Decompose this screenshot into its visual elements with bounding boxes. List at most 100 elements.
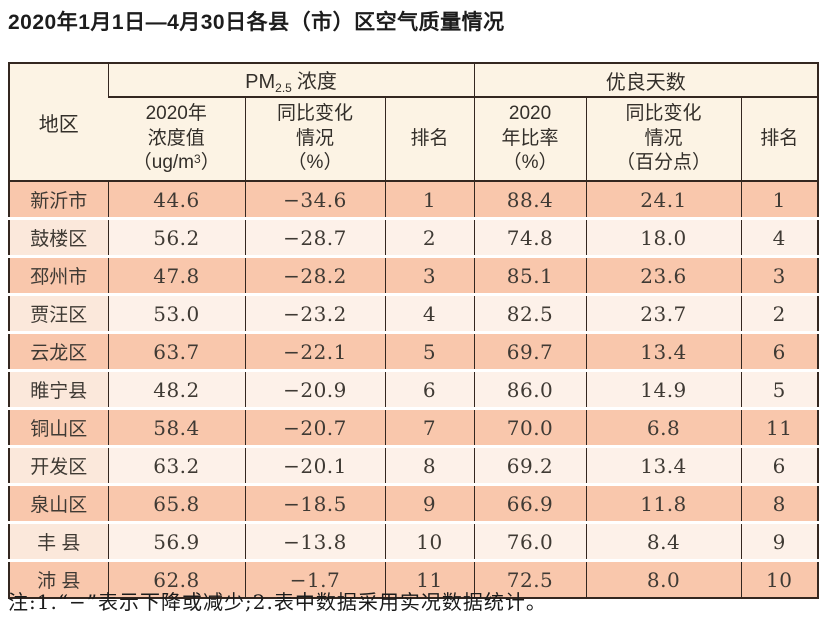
pm-change-cell: −1.7 xyxy=(244,559,385,598)
header-pm-change: 同比变化 情况 （%） xyxy=(244,97,385,182)
good-change-cell: 18.0 xyxy=(585,217,742,257)
region-cell: 新沂市 xyxy=(9,181,108,219)
pm-value-cell: 47.8 xyxy=(107,255,245,295)
table-row: 邳州市 47.8 −28.2 3 85.1 23.6 3 xyxy=(9,255,819,295)
pm-change-cell: −20.9 xyxy=(244,369,385,409)
header-good-ratio: 2020 年比率 （%） xyxy=(473,97,587,182)
pm-value-cell: 65.8 xyxy=(107,483,245,523)
header-pm-value-line2: 浓度值 xyxy=(147,127,205,149)
pm-rank-cell: 2 xyxy=(384,217,475,257)
good-ratio-cell: 85.1 xyxy=(473,255,587,295)
table-row: 开发区 63.2 −20.1 8 69.2 13.4 6 xyxy=(9,445,819,485)
table-row: 睢宁县 48.2 −20.9 6 86.0 14.9 5 xyxy=(9,369,819,409)
good-ratio-cell: 76.0 xyxy=(473,521,587,561)
header-pm-value: 2020年 浓度值 （ug/m3） xyxy=(108,97,245,182)
header-good-change-line3: （百分点） xyxy=(616,152,712,174)
good-change-cell: 24.1 xyxy=(585,181,742,219)
good-rank-cell: 1 xyxy=(740,181,819,219)
pm-change-cell: −28.2 xyxy=(244,255,385,295)
region-cell: 沛 县 xyxy=(9,559,108,598)
good-rank-cell: 3 xyxy=(740,255,819,295)
header-good-change-line2: 情况 xyxy=(644,127,683,149)
region-cell: 睢宁县 xyxy=(9,369,108,409)
pm-rank-cell: 4 xyxy=(384,293,475,333)
table-row: 沛 县 62.8 −1.7 11 72.5 8.0 10 xyxy=(9,559,819,598)
region-cell: 泉山区 xyxy=(9,483,108,523)
region-cell: 丰 县 xyxy=(9,521,108,561)
good-change-cell: 23.6 xyxy=(585,255,742,295)
table-row: 贾汪区 53.0 −23.2 4 82.5 23.7 2 xyxy=(9,293,819,333)
table-header: 地区 PM2.5 浓度 优良天数 2020年 浓度值 （ug/m3） 同比变化 情… xyxy=(9,63,819,182)
pm-rank-cell: 8 xyxy=(384,445,475,485)
good-change-cell: 23.7 xyxy=(585,293,742,333)
header-good-ratio-line1: 2020 xyxy=(508,102,552,124)
good-change-cell: 13.4 xyxy=(585,331,742,371)
pm-value-cell: 63.7 xyxy=(107,331,245,371)
good-rank-cell: 6 xyxy=(740,445,819,485)
header-good-days-group: 优良天数 xyxy=(473,63,819,98)
pm-change-cell: −22.1 xyxy=(244,331,385,371)
header-good-change: 同比变化 情况 （百分点） xyxy=(585,97,742,182)
pm-label-suffix: 浓度 xyxy=(296,71,337,93)
header-region: 地区 xyxy=(9,63,108,182)
good-rank-cell: 8 xyxy=(740,483,819,523)
pm-change-cell: −20.7 xyxy=(244,407,385,447)
header-pm25-group: PM2.5 浓度 xyxy=(107,63,475,98)
pm-change-cell: −18.5 xyxy=(244,483,385,523)
table-row: 鼓楼区 56.2 −28.7 2 74.8 18.0 4 xyxy=(9,217,819,257)
header-pm-value-unit-close: ） xyxy=(200,152,220,174)
header-good-ratio-line2: 年比率 xyxy=(501,127,559,149)
good-change-cell: 13.4 xyxy=(585,445,742,485)
header-group-row: 地区 PM2.5 浓度 优良天数 xyxy=(9,63,819,182)
pm-rank-cell: 1 xyxy=(384,181,475,219)
pm-change-cell: −23.2 xyxy=(244,293,385,333)
good-change-cell: 14.9 xyxy=(585,369,742,409)
header-pm-rank: 排名 xyxy=(384,97,475,182)
pm-change-cell: −13.8 xyxy=(244,521,385,561)
header-good-rank: 排名 xyxy=(740,97,819,182)
region-cell: 铜山区 xyxy=(9,407,108,447)
good-ratio-cell: 86.0 xyxy=(473,369,587,409)
region-cell: 鼓楼区 xyxy=(9,217,108,257)
good-rank-cell: 4 xyxy=(740,217,819,257)
good-rank-cell: 10 xyxy=(740,559,819,598)
good-ratio-cell: 72.5 xyxy=(473,559,587,598)
good-ratio-cell: 69.7 xyxy=(473,331,587,371)
good-ratio-cell: 66.9 xyxy=(473,483,587,523)
header-pm-change-line2: 情况 xyxy=(295,127,334,149)
good-rank-cell: 11 xyxy=(740,407,819,447)
table-row: 新沂市 44.6 −34.6 1 88.4 24.1 1 xyxy=(9,181,819,219)
pm-value-cell: 58.4 xyxy=(107,407,245,447)
good-ratio-cell: 88.4 xyxy=(473,181,587,219)
header-pm-change-line3: （%） xyxy=(287,152,343,174)
region-cell: 贾汪区 xyxy=(9,293,108,333)
pm-label-subscript: 2.5 xyxy=(275,81,292,95)
pm-value-cell: 62.8 xyxy=(107,559,245,598)
pm-value-cell: 56.2 xyxy=(107,217,245,257)
region-cell: 云龙区 xyxy=(9,331,108,371)
pm-value-cell: 63.2 xyxy=(107,445,245,485)
table-row: 丰 县 56.9 −13.8 10 76.0 8.4 9 xyxy=(9,521,819,561)
footnote: 注:1.“−”表示下降或减少;2.表中数据采用实况数据统计。 xyxy=(8,590,547,614)
good-change-cell: 6.8 xyxy=(585,407,742,447)
table-body: 新沂市 44.6 −34.6 1 88.4 24.1 1 鼓楼区 56.2 −2… xyxy=(9,181,819,598)
pm-change-cell: −28.7 xyxy=(244,217,385,257)
header-pm-value-line1: 2020年 xyxy=(145,102,207,124)
pm-change-cell: −20.1 xyxy=(244,445,385,485)
table-row: 云龙区 63.7 −22.1 5 69.7 13.4 6 xyxy=(9,331,819,371)
good-rank-cell: 9 xyxy=(740,521,819,561)
good-ratio-cell: 70.0 xyxy=(473,407,587,447)
good-rank-cell: 5 xyxy=(740,369,819,409)
header-good-change-line1: 同比变化 xyxy=(625,102,702,124)
pm-rank-cell: 3 xyxy=(384,255,475,295)
pm-rank-cell: 11 xyxy=(384,559,475,598)
good-change-cell: 8.0 xyxy=(585,559,742,598)
region-cell: 邳州市 xyxy=(9,255,108,295)
air-quality-table: 地区 PM2.5 浓度 优良天数 2020年 浓度值 （ug/m3） 同比变化 情… xyxy=(8,62,820,599)
good-rank-cell: 2 xyxy=(740,293,819,333)
good-ratio-cell: 82.5 xyxy=(473,293,587,333)
table-row: 泉山区 65.8 −18.5 9 66.9 11.8 8 xyxy=(9,483,819,523)
pm-rank-cell: 5 xyxy=(384,331,475,371)
header-pm-value-unit-sup: 3 xyxy=(194,152,201,167)
header-pm-change-line1: 同比变化 xyxy=(276,102,353,124)
